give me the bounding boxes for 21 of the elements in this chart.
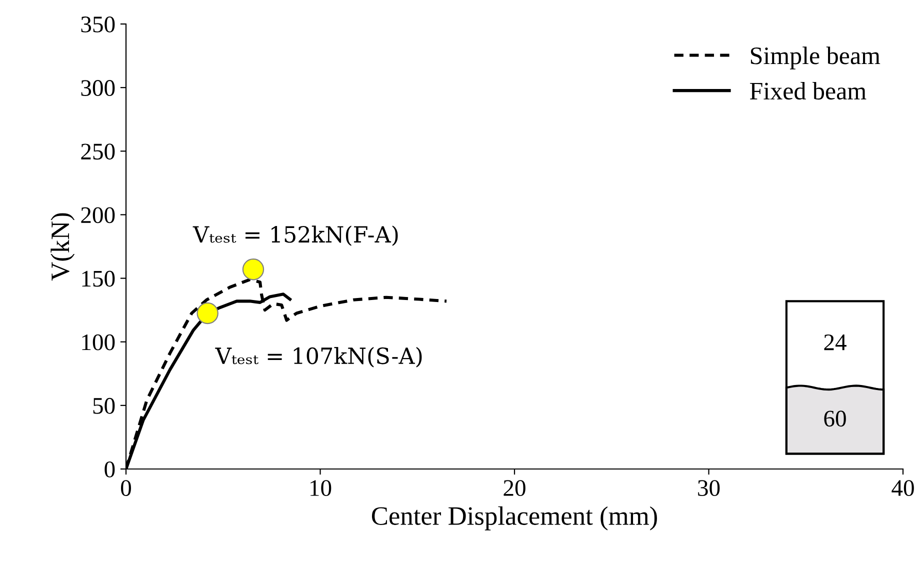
legend-label: Simple beam <box>750 46 880 70</box>
annotation: Vₜₑₛₜ = 152kN(F-A) <box>192 226 398 246</box>
y-axis-title: V(kN) <box>50 213 75 281</box>
x-tick-label: 40 <box>892 480 914 496</box>
y-tick-label: 100 <box>82 334 115 350</box>
annotation: Vₜₑₛₜ = 107kN(S-A) <box>215 346 422 368</box>
x-tick-label: 20 <box>504 480 526 496</box>
x-tick-label: 10 <box>310 480 332 496</box>
y-tick-label: 50 <box>93 398 115 414</box>
y-tick-label: 0 <box>104 461 115 478</box>
y-tick-label: 350 <box>81 16 115 32</box>
y-tick-label: 200 <box>81 207 115 224</box>
legend-label: Fixed beam <box>750 82 866 100</box>
x-tick-label: 0 <box>120 480 132 496</box>
annotation: 60 <box>824 410 846 427</box>
y-tick-label: 300 <box>81 80 115 96</box>
x-tick-label: 30 <box>698 480 720 496</box>
annotation: 24 <box>824 334 846 350</box>
x-axis-title: Center Displacement (mm) <box>372 506 657 530</box>
y-tick-label: 250 <box>81 144 115 160</box>
y-tick-label: 150 <box>82 270 115 287</box>
